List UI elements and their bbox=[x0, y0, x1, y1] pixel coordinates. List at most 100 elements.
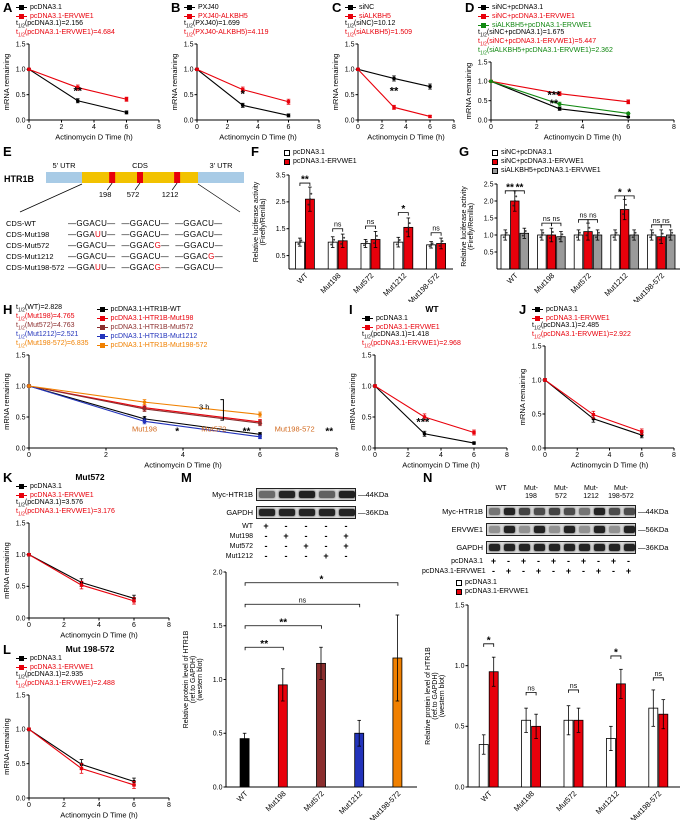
svg-text:ns: ns bbox=[543, 216, 551, 223]
svg-text:2: 2 bbox=[406, 452, 410, 459]
svg-text:6: 6 bbox=[626, 124, 630, 131]
svg-text:0: 0 bbox=[27, 452, 31, 459]
svg-text:2: 2 bbox=[62, 802, 66, 809]
panel-d-label: D bbox=[465, 0, 475, 15]
svg-text:Mut1212: Mut1212 bbox=[337, 789, 364, 816]
panel-b-label: B bbox=[171, 0, 181, 15]
svg-text:(western blot): (western blot) bbox=[197, 658, 204, 700]
svg-text:6: 6 bbox=[132, 622, 136, 629]
panel-d: D siNC+pcDNA3.1 siNC+pcDNA3.1-ERVWE1 siALK… bbox=[464, 0, 683, 142]
svg-text:(western blot): (western blot) bbox=[439, 675, 446, 717]
svg-text:mRNA remaining: mRNA remaining bbox=[331, 54, 340, 111]
svg-text:4: 4 bbox=[608, 452, 612, 459]
svg-text:0.0: 0.0 bbox=[213, 784, 223, 791]
svg-text:Mut198: Mut198 bbox=[132, 424, 157, 433]
svg-text:0.0: 0.0 bbox=[16, 117, 26, 124]
svg-text:3' UTR: 3' UTR bbox=[209, 161, 233, 170]
svg-text:Mut198-572: Mut198-572 bbox=[275, 424, 315, 433]
svg-text:Actinomycin D Time (h): Actinomycin D Time (h) bbox=[402, 461, 480, 470]
panel-e-diagram: HTR1B 5' UTR CDS 3' UTR 198 572 1212 CDS-WT —GGA… bbox=[2, 146, 248, 302]
svg-text:0.5: 0.5 bbox=[362, 414, 372, 421]
svg-text:**: ** bbox=[325, 426, 333, 437]
svg-text:1.5: 1.5 bbox=[362, 352, 372, 359]
svg-text:mRNA remaining: mRNA remaining bbox=[2, 718, 11, 775]
svg-text:**: ** bbox=[516, 182, 524, 193]
panel-m-blot-chart: Myc-HTR1B —44KDa GAPDH —36KDa WT + - - - - Mut198-… bbox=[180, 472, 420, 820]
svg-text:0.5: 0.5 bbox=[455, 724, 465, 731]
svg-text:Mut198: Mut198 bbox=[512, 789, 536, 813]
svg-text:ns: ns bbox=[662, 218, 670, 225]
svg-text:*: * bbox=[320, 574, 324, 585]
panel-h-chart: t1/2(WT)=2.828 t1/2(Mut198)=4.765 t1/2(Mut… bbox=[2, 304, 339, 469]
svg-text:4: 4 bbox=[181, 452, 185, 459]
svg-text:0: 0 bbox=[489, 124, 493, 131]
svg-text:**: ** bbox=[73, 86, 82, 98]
svg-text:*: * bbox=[618, 187, 622, 198]
panel-h: H t1/2(WT)=2.828 t1/2(Mut198)=4.765 t1/2(M… bbox=[2, 302, 346, 470]
panel-k: K Mut572 pcDNA3.1 pcDNA3.1-ERVWE1 t1/2(pcDN… bbox=[2, 470, 178, 640]
svg-text:Mut198-572: Mut198-572 bbox=[629, 789, 664, 820]
panel-e-label: E bbox=[3, 144, 12, 159]
svg-text:0.0: 0.0 bbox=[16, 795, 26, 802]
svg-text:CDS: CDS bbox=[132, 161, 148, 170]
svg-text:0.0: 0.0 bbox=[362, 445, 372, 452]
svg-text:ns: ns bbox=[653, 218, 661, 225]
svg-text:2.5: 2.5 bbox=[276, 199, 286, 206]
svg-text:Mut1212: Mut1212 bbox=[594, 789, 621, 816]
svg-text:0.0: 0.0 bbox=[345, 117, 355, 124]
svg-text:2: 2 bbox=[226, 124, 230, 131]
svg-text:Mut1212: Mut1212 bbox=[603, 271, 630, 298]
svg-text:198: 198 bbox=[99, 190, 112, 199]
panel-i: I WT pcDNA3.1 pcDNA3.1-ERVWE1 t1/2(pcDNA3.1… bbox=[348, 302, 516, 470]
panel-f-chart: pcDNA3.1 pcDNA3.1-ERVWE1 0.5 1.5 2.5 3.5 Relat… bbox=[250, 146, 456, 302]
svg-text:1.0: 1.0 bbox=[213, 677, 223, 684]
svg-text:Mut198: Mut198 bbox=[532, 271, 556, 295]
svg-text:1.0: 1.0 bbox=[362, 383, 372, 390]
svg-text:6: 6 bbox=[132, 802, 136, 809]
svg-text:mRNA remaining: mRNA remaining bbox=[464, 63, 473, 120]
svg-text:0.5: 0.5 bbox=[16, 761, 26, 768]
svg-text:0: 0 bbox=[195, 124, 199, 131]
panel-g-chart: siNC+pcDNA3.1 siNC+pcDNA3.1-ERVWE1 siALKBH… bbox=[458, 146, 683, 302]
panel-c: C siNC siALKBH5 t1/2(siNC)=10.12 t1/2(siALK… bbox=[331, 0, 463, 142]
panel-g: G siNC+pcDNA3.1 siNC+pcDNA3.1-ERVWE1 siALK… bbox=[458, 144, 683, 302]
svg-text:mRNA remaining: mRNA remaining bbox=[2, 54, 11, 111]
svg-text:572: 572 bbox=[127, 190, 140, 199]
svg-text:8: 8 bbox=[505, 452, 509, 459]
svg-text:0.5: 0.5 bbox=[276, 253, 286, 260]
svg-text:Mut572: Mut572 bbox=[569, 271, 593, 295]
svg-text:0: 0 bbox=[27, 124, 31, 131]
svg-text:8: 8 bbox=[317, 124, 321, 131]
panel-l: L Mut 198-572 pcDNA3.1 pcDNA3.1-ERVWE1 t1/2… bbox=[2, 642, 178, 820]
svg-text:WT: WT bbox=[235, 789, 250, 804]
svg-text:***: *** bbox=[547, 90, 561, 102]
panel-m: M Myc-HTR1B —44KDa GAPDH —36KDa WT + - - - - Mut19… bbox=[180, 470, 420, 820]
svg-text:mRNA remaining: mRNA remaining bbox=[348, 373, 357, 430]
svg-text:0.0: 0.0 bbox=[478, 117, 488, 124]
svg-text:Actinomycin D Time (h): Actinomycin D Time (h) bbox=[544, 133, 622, 142]
panel-k-label: K bbox=[3, 470, 13, 485]
svg-text:6: 6 bbox=[287, 124, 291, 131]
svg-text:ns: ns bbox=[589, 213, 597, 220]
panel-f: F pcDNA3.1 pcDNA3.1-ERVWE1 0.5 1.5 2.5 3.5 Rel… bbox=[250, 144, 456, 302]
svg-text:*: * bbox=[175, 426, 179, 437]
svg-text:**: ** bbox=[260, 639, 268, 650]
svg-text:4: 4 bbox=[581, 124, 585, 131]
svg-text:1.5: 1.5 bbox=[276, 226, 286, 233]
svg-text:*: * bbox=[241, 89, 246, 101]
svg-text:Mut198: Mut198 bbox=[264, 789, 288, 813]
svg-text:1.5: 1.5 bbox=[478, 59, 488, 66]
svg-text:1.5: 1.5 bbox=[16, 520, 26, 527]
svg-text:0: 0 bbox=[373, 452, 377, 459]
panel-n-label: N bbox=[423, 470, 433, 485]
svg-text:1.0: 1.0 bbox=[345, 67, 355, 74]
svg-text:1.5: 1.5 bbox=[16, 41, 26, 48]
svg-text:4: 4 bbox=[404, 124, 408, 131]
svg-text:2: 2 bbox=[104, 452, 108, 459]
svg-text:***: *** bbox=[416, 417, 430, 429]
svg-text:ns: ns bbox=[655, 671, 663, 678]
svg-text:mRNA remaining: mRNA remaining bbox=[2, 542, 11, 599]
panel-j-chart: pcDNA3.1 pcDNA3.1-ERVWE1 t1/2(pcDNA3.1)=2.… bbox=[518, 306, 676, 469]
svg-text:1.5: 1.5 bbox=[484, 215, 494, 222]
svg-text:2: 2 bbox=[62, 622, 66, 629]
